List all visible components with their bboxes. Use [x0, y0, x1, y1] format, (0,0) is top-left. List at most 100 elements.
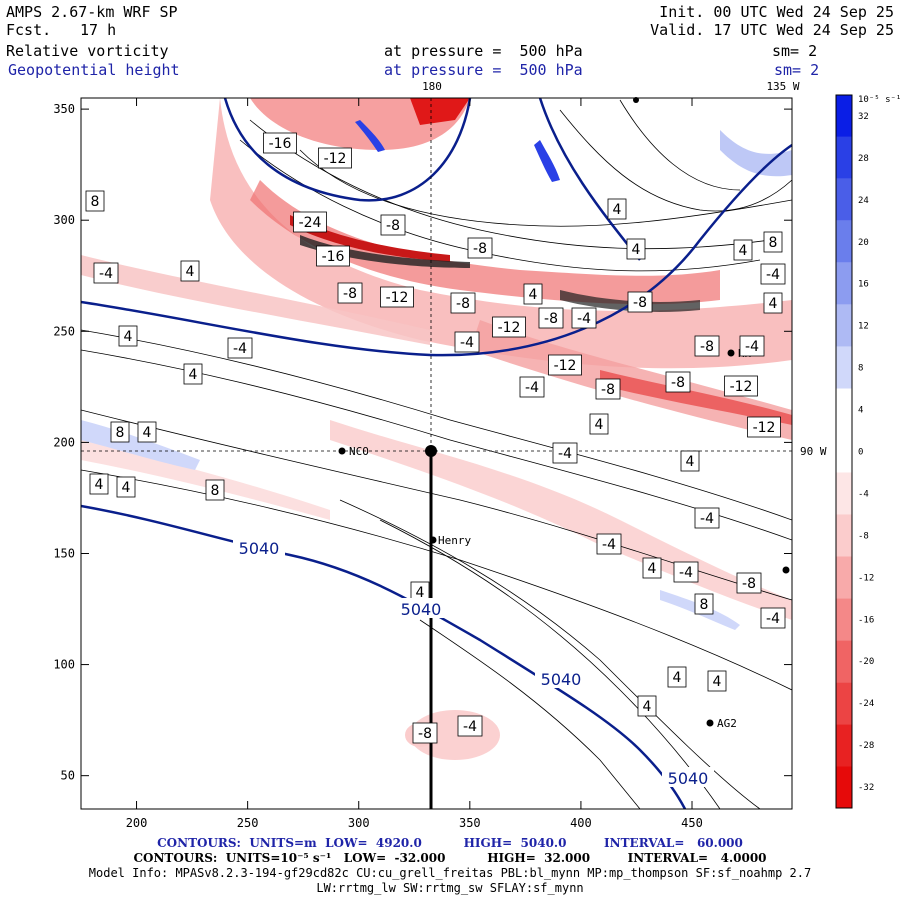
forecast-label: Fcst.: [6, 21, 52, 39]
svg-text:-8: -8: [418, 726, 432, 742]
vorticity-label: -4: [552, 442, 578, 464]
lon-label-135w: 135 W: [766, 80, 799, 93]
vorticity-label: 8: [110, 421, 130, 443]
vorticity-label: -8: [450, 292, 476, 314]
vorticity-map: NCO Henry AG2 HH -16-12-24-8-16-8-8-12-8…: [53, 80, 900, 830]
station-dot: [727, 349, 735, 357]
vorticity-label: 8: [763, 231, 783, 253]
colorbar-swatch: [836, 556, 852, 599]
svg-text:-24: -24: [299, 215, 322, 231]
colorbar-swatch: [836, 178, 852, 221]
station-dot: [338, 447, 346, 455]
valid-time: Valid. 17 UTC Wed 24 Sep 25: [650, 21, 894, 39]
svg-text:4: 4: [769, 296, 778, 312]
colorbar-label: -32: [858, 783, 874, 793]
vorticity-label: 4: [137, 421, 157, 443]
vorticity-label: -12: [492, 316, 526, 338]
axes: 200 250 300 350 400 450 50 100 150 200 250 300 350: [53, 98, 792, 830]
station-dot: [429, 536, 437, 544]
field2-level: at pressure = 500 hPa: [384, 61, 583, 79]
vorticity-label: 4: [733, 239, 753, 261]
svg-text:8: 8: [700, 597, 709, 613]
footer-height-contours: CONTOURS: UNITS=m LOW= 4920.0 HIGH= 5040…: [157, 836, 743, 850]
colorbar-swatch: [836, 95, 852, 137]
colorbar-swatch: [836, 220, 852, 263]
init-time: Init. 00 UTC Wed 24 Sep 25: [659, 3, 894, 21]
lon-label-90w: 90 W: [800, 445, 827, 458]
svg-text:8: 8: [116, 425, 125, 441]
lon-label-180: 180: [422, 80, 442, 93]
svg-text:-8: -8: [742, 576, 756, 592]
svg-text:-16: -16: [322, 249, 345, 265]
vorticity-label: 8: [85, 190, 105, 212]
vorticity-label: 4: [707, 670, 727, 692]
svg-text:4: 4: [529, 287, 538, 303]
svg-text:-12: -12: [498, 320, 521, 336]
svg-text:-8: -8: [700, 339, 714, 355]
svg-text:-8: -8: [544, 311, 558, 327]
forecast-hour: 17 h: [80, 21, 117, 39]
svg-text:-4: -4: [700, 511, 714, 527]
svg-text:-4: -4: [460, 335, 474, 351]
field2-smoothing: sm= 2: [774, 61, 820, 79]
svg-text:-4: -4: [766, 611, 780, 627]
svg-text:-16: -16: [269, 136, 292, 152]
colorbar-swatch: [836, 640, 852, 683]
height-labels: 5040 5040 5040 5040: [233, 537, 714, 788]
vorticity-label: 4: [763, 292, 783, 314]
svg-text:4: 4: [643, 699, 652, 715]
svg-text:-4: -4: [463, 719, 477, 735]
svg-text:-4: -4: [99, 266, 113, 282]
vorticity-label: -16: [263, 132, 297, 154]
colorbar-label: 16: [858, 280, 869, 290]
svg-text:4: 4: [124, 329, 133, 345]
svg-text:-8: -8: [633, 295, 647, 311]
colorbar-swatch: [836, 388, 852, 431]
field1-name: Relative vorticity: [6, 42, 169, 60]
svg-text:-8: -8: [671, 375, 685, 391]
vorticity-label: -4: [739, 335, 765, 357]
vorticity-label: 4: [589, 413, 609, 435]
colorbar-swatch: [836, 514, 852, 557]
svg-text:-4: -4: [233, 341, 247, 357]
svg-text:-12: -12: [554, 358, 577, 374]
vorticity-label: -4: [454, 331, 480, 353]
colorbar-label: -20: [858, 657, 874, 667]
vorticity-label: 4: [180, 260, 200, 282]
y-tick-label: 250: [53, 324, 75, 338]
svg-text:-4: -4: [679, 565, 693, 581]
station-label: AG2: [717, 717, 737, 730]
svg-text:4: 4: [632, 242, 641, 258]
colorbar-swatch: [836, 682, 852, 725]
svg-text:-12: -12: [324, 151, 347, 167]
plot-frame: [80, 97, 793, 810]
height-contours: [81, 98, 792, 809]
colorbar-swatch: [836, 346, 852, 389]
vorticity-label: 4: [89, 473, 109, 495]
svg-text:-8: -8: [601, 382, 615, 398]
height-contour-label: 5040: [401, 600, 442, 619]
svg-text:4: 4: [95, 477, 104, 493]
svg-text:4: 4: [739, 243, 748, 259]
vorticity-label: -24: [293, 211, 327, 233]
colorbar-label: -4: [858, 489, 869, 499]
colorbar-swatch: [836, 304, 852, 347]
vorticity-label: 4: [637, 695, 657, 717]
y-tick-label: 300: [53, 213, 75, 227]
center-marker: [425, 445, 437, 457]
vorticity-label: -4: [571, 307, 597, 329]
vorticity-label: 4: [680, 450, 700, 472]
vorticity-label: -8: [627, 291, 653, 313]
height-contour-label: 5040: [541, 670, 582, 689]
x-tick-label: 250: [237, 816, 259, 830]
colorbar-unit: 10⁻⁵ s⁻¹: [858, 95, 900, 105]
field1-smoothing: sm= 2: [772, 42, 818, 60]
svg-text:4: 4: [189, 367, 198, 383]
station-dot: [706, 719, 714, 727]
y-tick-label: 200: [53, 435, 75, 449]
svg-text:4: 4: [613, 202, 622, 218]
svg-text:-8: -8: [456, 296, 470, 312]
svg-text:8: 8: [769, 235, 778, 251]
svg-text:4: 4: [686, 454, 695, 470]
svg-text:4: 4: [122, 480, 131, 496]
